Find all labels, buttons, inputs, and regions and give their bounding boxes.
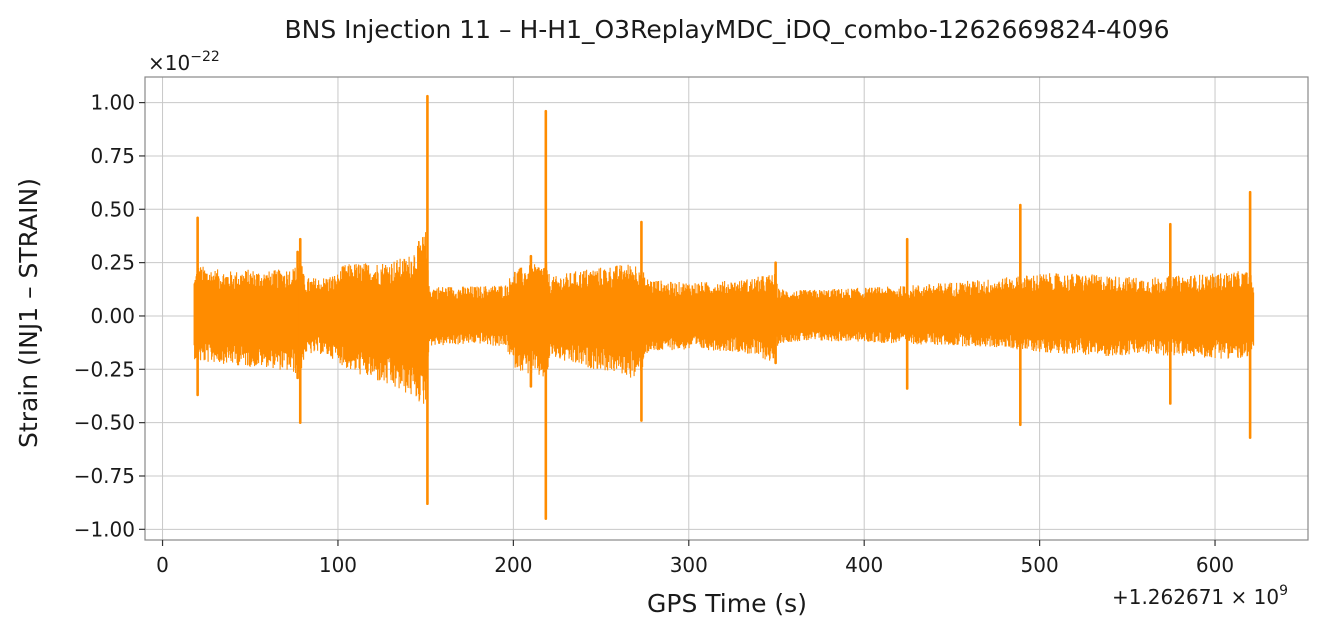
y-tick-label: 0.75 — [90, 144, 135, 168]
x-tick-label: 600 — [1196, 553, 1234, 577]
strain-series-line — [193, 232, 1255, 404]
y-tick-label: −0.25 — [74, 357, 135, 381]
x-tick-label: 0 — [156, 553, 169, 577]
y-tick-label: 0.50 — [90, 197, 135, 221]
x-tick-label: 400 — [845, 553, 883, 577]
y-tick-label: 0.00 — [90, 304, 135, 328]
x-tick-label: 300 — [670, 553, 708, 577]
x-offset-label: +1.262671 × 109 — [1112, 583, 1288, 609]
x-tick-label: 200 — [494, 553, 532, 577]
y-tick-label: −1.00 — [74, 517, 135, 541]
y-axis: −1.00 −0.75 −0.50 −0.25 0.00 0.25 0.50 0.75 1.00 — [74, 91, 145, 541]
x-tick-label: 500 — [1021, 553, 1059, 577]
y-tick-label: 0.25 — [90, 251, 135, 275]
chart-title: BNS Injection 11 – H-H1_O3ReplayMDC_iDQ_… — [284, 15, 1169, 44]
y-tick-label: −0.75 — [74, 464, 135, 488]
y-tick-label: −0.50 — [74, 411, 135, 435]
x-tick-label: 100 — [319, 553, 357, 577]
y-multiplier-label: ×10−22 — [148, 49, 220, 75]
x-axis: 0 100 200 300 400 500 600 — [156, 540, 1234, 577]
y-axis-label: Strain (INJ1 – STRAIN) — [14, 178, 43, 448]
plot-data-area — [193, 94, 1255, 520]
plot-frame — [144, 76, 1309, 541]
y-tick-label: 1.00 — [90, 91, 135, 115]
x-axis-label: GPS Time (s) — [647, 589, 807, 618]
